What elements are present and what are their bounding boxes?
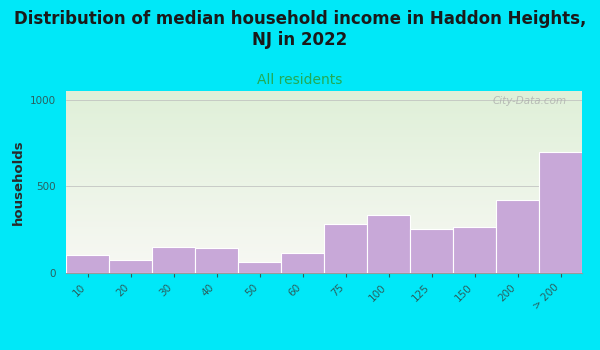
Text: All residents: All residents (257, 74, 343, 88)
Bar (324, 224, 367, 273)
Y-axis label: households: households (11, 139, 25, 225)
Bar (152, 247, 195, 273)
Bar (367, 215, 410, 273)
Bar (238, 262, 281, 273)
Bar (453, 227, 496, 273)
Text: Distribution of median household income in Haddon Heights,
NJ in 2022: Distribution of median household income … (14, 10, 586, 49)
Bar (539, 152, 582, 273)
Bar (66, 255, 109, 273)
Bar (410, 229, 453, 273)
Bar (195, 248, 238, 273)
Bar (281, 253, 324, 273)
Bar (496, 200, 539, 273)
Bar (109, 260, 152, 273)
Text: City-Data.com: City-Data.com (493, 97, 566, 106)
